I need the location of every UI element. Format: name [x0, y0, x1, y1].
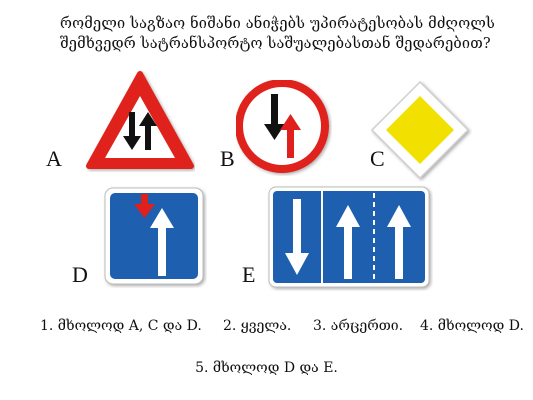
answer-option-2[interactable]: 2. ყველა.	[223, 318, 292, 334]
answer-option-5[interactable]: 5. მხოლოდ D და E.	[195, 360, 338, 376]
sign-label-c: C	[370, 146, 385, 171]
two-way-traffic-triangle-icon	[86, 71, 194, 169]
sign-label-b: B	[220, 146, 235, 171]
question-line-1: რომელი საგზაო ნიშანი ანიჭებს უპირატესობა…	[60, 16, 496, 32]
priority-road-diamond-icon	[370, 80, 470, 180]
sign-label-e: E	[242, 262, 256, 287]
question-text: რომელი საგზაო ნიშანი ანიჭებს უპირატესობა…	[60, 14, 496, 54]
sign-label-a: A	[46, 146, 62, 171]
give-way-oncoming-traffic-icon	[236, 80, 329, 173]
answer-option-4[interactable]: 4. მხოლოდ D.	[420, 318, 524, 334]
answer-option-1[interactable]: 1. მხოლოდ A, C და D.	[40, 318, 202, 334]
question-line-2: შემხვედრ სატრანსპორტო საშუალებასთან შედა…	[60, 36, 491, 52]
answer-option-3[interactable]: 3. არცერთი.	[313, 318, 404, 334]
priority-over-oncoming-traffic-icon	[104, 187, 204, 285]
sign-label-d: D	[72, 262, 88, 287]
lane-direction-board-icon	[268, 186, 430, 288]
